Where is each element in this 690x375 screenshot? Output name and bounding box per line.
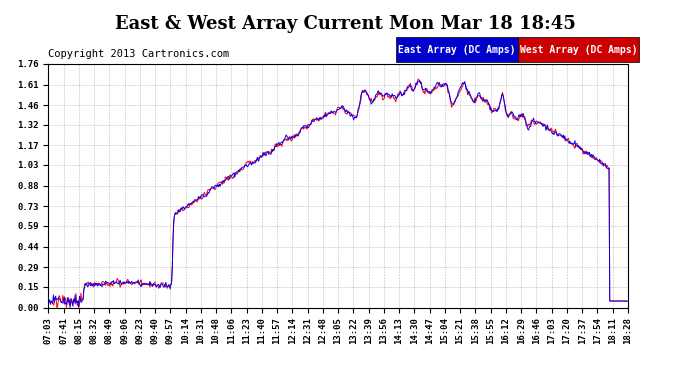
Text: East Array (DC Amps): East Array (DC Amps) bbox=[398, 45, 515, 55]
Text: East & West Array Current Mon Mar 18 18:45: East & West Array Current Mon Mar 18 18:… bbox=[115, 15, 575, 33]
Text: Copyright 2013 Cartronics.com: Copyright 2013 Cartronics.com bbox=[48, 49, 230, 59]
Text: West Array (DC Amps): West Array (DC Amps) bbox=[520, 45, 638, 55]
